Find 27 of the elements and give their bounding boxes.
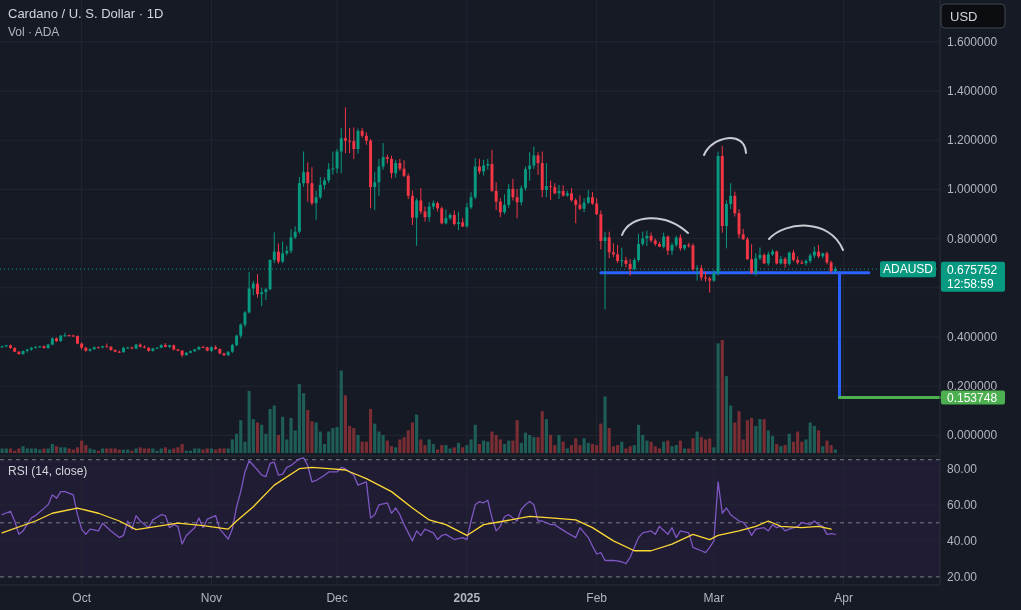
y-tick-label: 0.200000 xyxy=(947,379,998,394)
x-tick-label: Dec xyxy=(326,591,348,605)
text: Cardano / U. S. Dollar · 1D xyxy=(8,6,164,21)
text: 12:58:59 xyxy=(947,277,995,292)
ref-line-label: ADAUSD xyxy=(882,262,934,277)
x-tick-label: 2025 xyxy=(453,591,481,605)
x-tick-label: Nov xyxy=(200,591,223,605)
x-tick-label: Mar xyxy=(703,591,725,605)
y-tick-label: 20.00 xyxy=(947,569,978,584)
y-tick-label: 0.000000 xyxy=(947,428,998,443)
y-tick-label: 40.00 xyxy=(947,533,978,548)
text: USD xyxy=(950,9,978,24)
text: RSI (14, close) xyxy=(8,464,88,478)
x-tick-label: Apr xyxy=(834,591,854,605)
y-tick-label: 1.200000 xyxy=(947,133,998,148)
y-tick-label: 1.600000 xyxy=(947,34,998,49)
text: 0.675752 xyxy=(947,262,998,277)
text: Vol · ADA xyxy=(8,25,60,39)
y-tick-label: 60.00 xyxy=(947,497,978,512)
y-tick-label: 0.800000 xyxy=(947,231,998,246)
y-tick-label: 0.400000 xyxy=(947,329,998,344)
x-tick-label: Feb xyxy=(586,591,608,605)
y-tick-label: 1.000000 xyxy=(947,182,998,197)
text: 0.153748 xyxy=(947,391,998,406)
y-tick-label: 80.00 xyxy=(947,461,978,476)
y-tick-label: 1.400000 xyxy=(947,84,998,98)
x-tick-label: Oct xyxy=(72,591,92,605)
